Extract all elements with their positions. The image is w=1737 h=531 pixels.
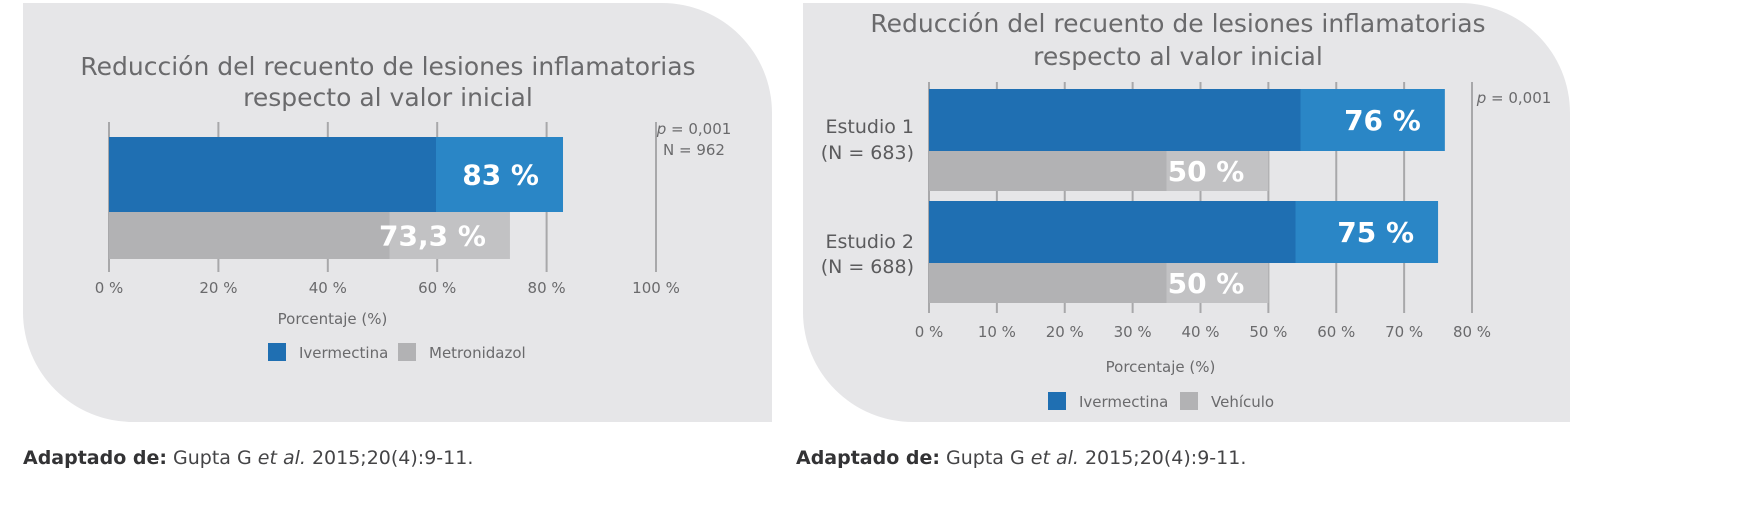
source-left: Adaptado de: Gupta G et al. 2015;20(4):9… <box>23 447 473 469</box>
source-author: Gupta G <box>946 447 1031 469</box>
source-right: Adaptado de: Gupta G et al. 2015;20(4):9… <box>796 447 1246 469</box>
bar-comparator <box>109 212 510 259</box>
legend-swatch <box>268 343 286 361</box>
group-label: (N = 683) <box>821 142 914 164</box>
group-label: (N = 688) <box>821 256 914 278</box>
tick-label: 50 % <box>1249 323 1287 341</box>
bar-comparator <box>929 151 1269 191</box>
bar-value-label: 75 % <box>1337 216 1414 249</box>
bar-ivermectina <box>929 201 1439 263</box>
source-etal: et al. <box>257 447 306 469</box>
source-author: Gupta G <box>173 447 258 469</box>
legend-label: Ivermectina <box>299 344 388 362</box>
bar-ivermectina <box>109 137 564 212</box>
bar-value-label: 76 % <box>1344 104 1421 137</box>
tick-label: 80 % <box>528 279 566 297</box>
bar-value-label: 50 % <box>1168 267 1245 300</box>
legend-swatch <box>398 343 416 361</box>
legend-swatch <box>1048 392 1066 410</box>
legend-swatch <box>1180 392 1198 410</box>
tick-label: 40 % <box>309 279 347 297</box>
tick-label: 60 % <box>418 279 456 297</box>
bar-value-label: 50 % <box>1168 155 1245 188</box>
chart-title: respecto al valor inicial <box>1033 42 1323 71</box>
tick-label: 80 % <box>1453 323 1491 341</box>
tick-label: 20 % <box>199 279 237 297</box>
chart-title: respecto al valor inicial <box>243 83 533 112</box>
n-note: N = 962 <box>663 141 725 159</box>
source-prefix: Adaptado de: <box>23 447 167 469</box>
p-value-note: p = 0,001 <box>1476 89 1552 107</box>
bar-value-label: 83 % <box>462 159 539 192</box>
bar-value-label: 73,3 % <box>379 220 486 253</box>
tick-label: 0 % <box>915 323 944 341</box>
legend-label: Metronidazol <box>429 344 526 362</box>
bar-ivermectina <box>929 89 1445 151</box>
source-ref: 2015;20(4):9-11. <box>1078 447 1247 469</box>
bar-comparator <box>929 263 1269 303</box>
group-label: Estudio 1 <box>826 116 915 138</box>
tick-label: 20 % <box>1046 323 1084 341</box>
tick-label: 0 % <box>95 279 124 297</box>
tick-label: 30 % <box>1114 323 1152 341</box>
p-value-note: p = 0,001 <box>656 120 732 138</box>
chart-title: Reducción del recuento de lesiones infla… <box>80 52 695 81</box>
tick-label: 10 % <box>978 323 1016 341</box>
source-prefix: Adaptado de: <box>796 447 940 469</box>
legend-label: Ivermectina <box>1079 393 1168 411</box>
source-ref: 2015;20(4):9-11. <box>305 447 474 469</box>
tick-label: 40 % <box>1181 323 1219 341</box>
x-axis-label: Porcentaje (%) <box>278 310 388 328</box>
tick-label: 70 % <box>1385 323 1423 341</box>
x-axis-label: Porcentaje (%) <box>1106 358 1216 376</box>
chart-title: Reducción del recuento de lesiones infla… <box>870 9 1485 38</box>
source-etal: et al. <box>1030 447 1079 469</box>
tick-label: 100 % <box>632 279 680 297</box>
tick-label: 60 % <box>1317 323 1355 341</box>
group-label: Estudio 2 <box>826 231 915 253</box>
legend-label: Vehículo <box>1211 393 1274 411</box>
